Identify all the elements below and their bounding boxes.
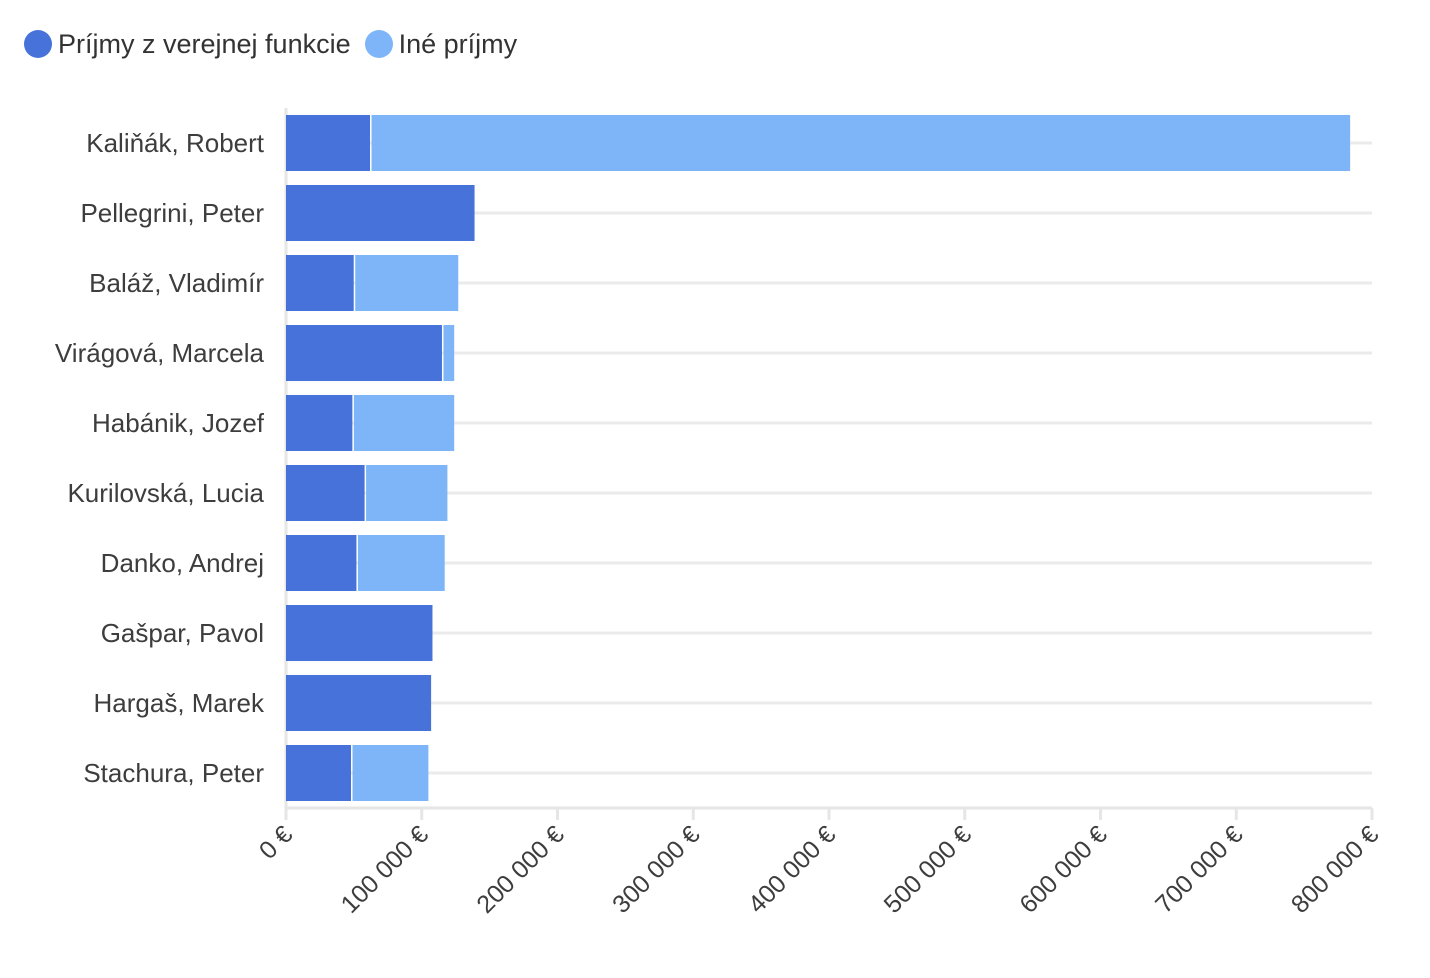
bar-public-income[interactable] [286,535,357,591]
legend-label-other-income: Iné príjmy [398,28,518,59]
legend-swatch-public-income [24,30,52,58]
category-label: Pellegrini, Peter [80,198,264,228]
bar-other-income[interactable] [352,745,429,801]
x-tick-label: 0 € [254,820,298,864]
x-tick-label: 500 000 € [879,820,978,919]
legend-swatch-other-income [364,30,393,58]
bar-public-income[interactable] [286,185,475,241]
bar-other-income[interactable] [366,465,448,521]
category-label: Baláž, Vladimír [89,268,264,298]
x-tick-label: 700 000 € [1150,820,1249,919]
bar-public-income[interactable] [286,255,354,311]
category-label: Gašpar, Pavol [101,618,264,648]
bar-public-income[interactable] [286,465,365,521]
x-tick-label: 400 000 € [743,820,842,919]
category-label: Hargaš, Marek [94,688,265,718]
x-tick-label: 100 000 € [336,820,435,919]
legend-item-public-income[interactable]: Príjmy z verejnej funkcie [24,29,351,60]
category-label: Danko, Andrej [101,548,264,578]
category-label: Kurilovská, Lucia [67,478,264,508]
bar-public-income[interactable] [286,675,432,731]
bar-other-income[interactable] [353,395,455,451]
bar-other-income[interactable] [355,255,459,311]
bar-public-income[interactable] [286,115,371,171]
bar-other-income[interactable] [357,535,445,591]
category-label: Virágová, Marcela [55,338,265,368]
chart-legend: Príjmy z verejnej funkcie Iné príjmy [24,26,517,62]
category-label: Kaliňák, Robert [86,128,265,158]
x-tick-label: 800 000 € [1286,820,1385,919]
x-tick-label: 300 000 € [607,820,706,919]
x-tick-label: 600 000 € [1014,820,1113,919]
category-label: Stachura, Peter [83,758,264,788]
legend-item-other-income[interactable]: Iné príjmy [364,28,518,60]
bar-public-income[interactable] [286,395,353,451]
bar-public-income[interactable] [286,745,352,801]
bar-public-income[interactable] [286,325,442,381]
legend-label-public-income: Príjmy z verejnej funkcie [58,28,351,59]
x-tick-label: 200 000 € [471,820,570,919]
category-label: Habánik, Jozef [92,408,265,438]
bar-public-income[interactable] [286,605,433,661]
bar-other-income[interactable] [371,115,1351,171]
bar-other-income[interactable] [443,325,455,381]
